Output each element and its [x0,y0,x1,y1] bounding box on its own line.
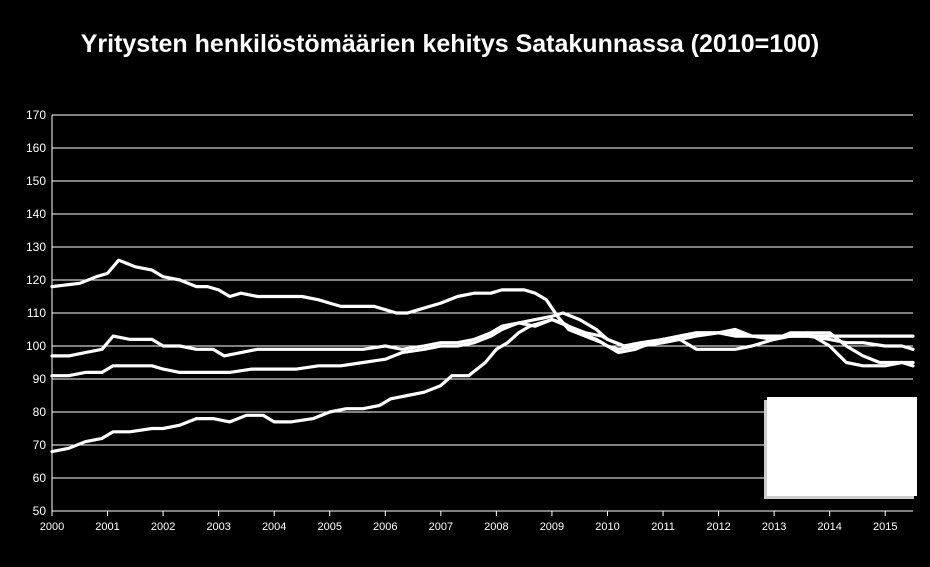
y-tick-label: 50 [33,504,47,518]
series-lines [50,258,915,454]
x-tick-label: 2008 [484,521,508,533]
y-tick-label: 80 [33,405,47,419]
x-tick-label: 2001 [95,521,119,533]
series-line-2 [50,318,915,358]
x-tick-label: 2013 [762,521,786,533]
y-tick-label: 90 [33,372,47,386]
y-tick-label: 70 [33,438,47,452]
chart-title: Yritysten henkilöstömäärien kehitys Sata… [80,30,820,58]
x-tick-label: 2014 [817,521,841,533]
y-axis-tick-labels: 50 60 70 80 90 100 110 120 130 140 150 160 170 [26,108,46,518]
x-tick-label: 2011 [651,521,675,533]
grid-lines [51,114,913,516]
series-line-4 [50,318,915,454]
x-tick-label: 2004 [262,521,286,533]
legend-box [764,397,917,499]
y-tick-label: 140 [26,207,46,221]
y-tick-label: 120 [26,273,46,287]
series-line-3 [50,311,915,378]
y-tick-label: 130 [26,240,46,254]
x-tick-label: 2002 [151,521,175,533]
x-tick-label: 2012 [706,521,730,533]
y-tick-label: 60 [33,471,47,485]
legend-box [767,397,917,496]
x-tick-label: 2009 [540,521,564,533]
y-tick-label: 150 [26,174,46,188]
y-tick-label: 110 [27,306,46,320]
y-tick-label: 170 [26,108,46,122]
y-tick-label: 100 [26,339,46,353]
x-tick-label: 2003 [206,521,230,533]
x-tick-label: 2000 [40,521,64,533]
x-tick-label: 2005 [317,521,341,533]
x-tick-label: 2010 [595,521,619,533]
y-tick-label: 160 [26,141,46,155]
x-tick-label: 2015 [873,521,897,533]
x-tick-label: 2006 [373,521,397,533]
x-axis-tick-labels: 2000 2001 2002 2003 2004 2005 2006 2007 2008 2009… [40,521,898,533]
x-tick-label: 2007 [429,521,453,533]
